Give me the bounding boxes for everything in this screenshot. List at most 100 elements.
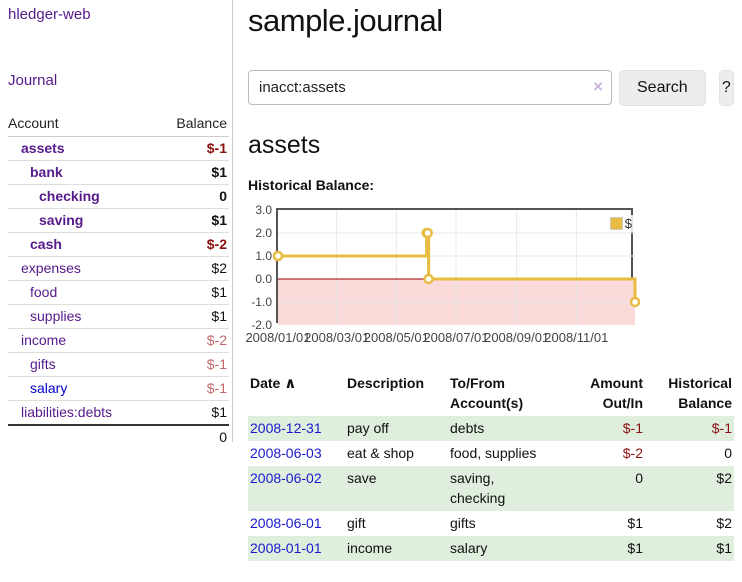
account-balance: $-2 xyxy=(155,328,229,353)
app-brand-link[interactable]: hledger-web xyxy=(8,6,91,23)
transaction-balance: $2 xyxy=(716,515,732,531)
series-label: $ xyxy=(624,216,632,231)
x-axis-tick-label: 2008/07/01 xyxy=(423,330,489,345)
account-link-liabilities-debts[interactable]: liabilities:debts xyxy=(21,404,113,420)
accounts-column-header: To/From Account(s) xyxy=(450,375,524,411)
account-row: expenses $2 xyxy=(8,256,229,281)
transaction-date-link[interactable]: 2008-06-01 xyxy=(250,515,322,531)
account-row: liabilities:debts $1 xyxy=(8,400,229,426)
amount-column-header: Amount Out/In xyxy=(590,375,643,411)
help-button[interactable]: ? xyxy=(718,70,734,106)
accounts-table: Account Balance assets $-1 bank $1 check… xyxy=(8,112,229,449)
account-row: food $1 xyxy=(8,280,229,305)
account-row: supplies $1 xyxy=(8,304,229,329)
account-link-gifts[interactable]: gifts xyxy=(30,356,56,372)
accounts-total: 0 xyxy=(155,424,229,449)
register-header-row: Date ∧ Description To/From Account(s) Am… xyxy=(248,371,734,416)
search-input[interactable] xyxy=(248,70,612,105)
account-balance: 0 xyxy=(155,184,229,209)
transaction-accounts: gifts xyxy=(450,515,476,531)
series-swatch-icon xyxy=(609,217,623,230)
transaction-date-link[interactable]: 2008-01-01 xyxy=(250,540,322,556)
account-row: checking 0 xyxy=(8,184,229,209)
account-row: salary $-1 xyxy=(8,376,229,401)
search-form: × Search ? xyxy=(248,70,734,106)
accounts-table-header: Account Balance xyxy=(8,112,229,137)
search-button[interactable]: Search xyxy=(619,70,706,106)
x-axis-tick-label: 2008/11/01 xyxy=(544,330,609,345)
x-axis-tick-label: 2008/09/01 xyxy=(484,330,550,345)
transaction-date-link[interactable]: 2008-06-03 xyxy=(250,445,322,461)
description-column-header: Description xyxy=(347,375,425,391)
account-balance: $1 xyxy=(155,160,229,185)
y-axis-tick-label: -1.0 xyxy=(251,295,272,309)
account-row: income $-2 xyxy=(8,328,229,353)
account-link-expenses[interactable]: expenses xyxy=(21,260,81,276)
transaction-description: gift xyxy=(347,515,366,531)
transaction-accounts: food, supplies xyxy=(450,445,537,461)
accounts-total-row: 0 xyxy=(8,424,229,449)
x-axis-tick-label: 2008/03/01 xyxy=(304,330,370,345)
account-link-cash[interactable]: cash xyxy=(30,236,62,252)
account-link-saving[interactable]: saving xyxy=(39,212,84,228)
historical-balance-chart: $ 3.0 2.0 1.0 0.0 -1.0 -2.0 2008/01/01 2008/03/… xyxy=(245,203,641,350)
transaction-description: pay off xyxy=(345,416,448,441)
transaction-accounts: salary xyxy=(448,536,570,561)
balance-column-header: Historical Balance xyxy=(668,375,732,411)
account-balance: $-1 xyxy=(155,376,229,401)
transaction-balance: $1 xyxy=(645,536,734,561)
chart-legend: $ xyxy=(607,215,634,232)
sidebar-item-journal[interactable]: Journal xyxy=(8,72,58,89)
account-row: cash $-2 xyxy=(8,232,229,257)
y-axis-tick-label: -2.0 xyxy=(251,318,272,332)
transaction-amount: $-2 xyxy=(622,445,643,461)
register-row[interactable]: 2008-01-01 income salary $1 $1 xyxy=(248,536,734,561)
transaction-date-link[interactable]: 2008-12-31 xyxy=(250,420,322,436)
x-axis-tick-label: 2008/05/01 xyxy=(363,330,429,345)
account-row: gifts $-1 xyxy=(8,352,229,377)
transaction-description: income xyxy=(345,536,448,561)
account-link-income[interactable]: income xyxy=(21,332,67,348)
account-link-bank[interactable]: bank xyxy=(30,164,63,180)
account-link-checking[interactable]: checking xyxy=(39,188,100,204)
transaction-description: eat & shop xyxy=(347,445,414,461)
balance-column-header: Balance xyxy=(155,112,229,137)
account-page-title: assets xyxy=(248,131,321,159)
register-row[interactable]: 2008-06-03 eat & shop food, supplies $-2… xyxy=(248,441,734,466)
account-link-assets[interactable]: assets xyxy=(21,140,65,156)
transaction-description: save xyxy=(345,466,448,511)
account-balance: $1 xyxy=(155,304,229,329)
y-axis-tick-label: 3.0 xyxy=(255,203,272,217)
account-row: assets $-1 xyxy=(8,136,229,161)
account-balance: $-1 xyxy=(155,136,229,161)
register-row[interactable]: 2008-06-02 save saving, checking 0 $2 xyxy=(248,466,734,511)
account-balance: $2 xyxy=(155,256,229,281)
account-column-header: Account xyxy=(8,112,156,137)
account-balance: $1 xyxy=(155,208,229,233)
page-title: sample.journal xyxy=(248,3,443,38)
transaction-amount: $-1 xyxy=(570,416,645,441)
chart-title: Historical Balance: xyxy=(248,177,375,193)
transaction-accounts: debts xyxy=(448,416,570,441)
account-link-food[interactable]: food xyxy=(30,284,58,300)
transaction-amount: $1 xyxy=(627,515,643,531)
account-link-supplies[interactable]: supplies xyxy=(30,308,82,324)
transaction-accounts: saving, checking xyxy=(448,466,570,511)
account-link-salary[interactable]: salary xyxy=(30,380,68,396)
chart-plot-area xyxy=(272,208,641,325)
register-row[interactable]: 2008-12-31 pay off debts $-1 $-1 xyxy=(248,416,734,441)
register-table: Date ∧ Description To/From Account(s) Am… xyxy=(248,371,734,561)
x-axis-tick-label: 2008/01/01 xyxy=(245,330,311,345)
clear-search-icon[interactable]: × xyxy=(593,77,603,96)
transaction-amount: $1 xyxy=(570,536,645,561)
date-column-header[interactable]: Date ∧ xyxy=(250,375,297,392)
account-balance: $-1 xyxy=(155,352,229,377)
transaction-date-link[interactable]: 2008-06-02 xyxy=(250,470,322,486)
y-axis-tick-label: 0.0 xyxy=(255,272,272,286)
transaction-balance: 0 xyxy=(724,445,732,461)
register-row[interactable]: 2008-06-01 gift gifts $1 $2 xyxy=(248,511,734,536)
account-balance: $1 xyxy=(155,400,229,426)
y-axis-tick-label: 1.0 xyxy=(255,249,272,263)
account-balance: $1 xyxy=(155,280,229,305)
sidebar: hledger-web Journal Account Balance asse… xyxy=(0,0,232,449)
